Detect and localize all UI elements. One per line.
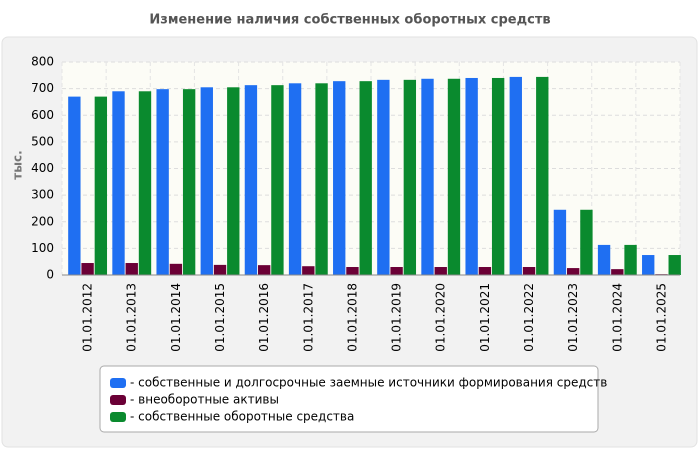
x-tick-label: 01.01.2021 [478, 283, 492, 352]
bar [403, 79, 417, 276]
legend-box [99, 365, 599, 433]
bar [465, 77, 478, 275]
bar [68, 96, 81, 275]
x-tick-label: 01.01.2025 [654, 283, 668, 352]
bar [668, 255, 681, 275]
y-tick-label: 800 [31, 55, 54, 69]
y-tick-label: 700 [31, 81, 54, 95]
x-tick-label: 01.01.2019 [390, 283, 404, 352]
bar [346, 267, 359, 275]
x-tick-label: 01.01.2023 [566, 283, 580, 352]
bar [112, 91, 125, 275]
x-tick-label: 01.01.2024 [610, 283, 624, 352]
bar [315, 83, 328, 275]
y-tick-label: 0 [46, 268, 54, 282]
bar [553, 209, 567, 275]
x-tick-label: 01.01.2017 [301, 283, 315, 352]
legend-label: - собственные и долгосрочные заемные ист… [130, 376, 607, 390]
bar [421, 78, 434, 276]
bar [169, 263, 183, 275]
bar [182, 89, 196, 275]
x-tick-label: 01.01.2015 [213, 283, 227, 352]
bar [81, 263, 94, 275]
bar [156, 89, 169, 275]
legend-swatch [110, 378, 126, 388]
bar [138, 91, 152, 275]
bar [94, 96, 108, 275]
bar [580, 209, 593, 275]
x-tick-label: 01.01.2022 [522, 283, 536, 352]
bar [536, 76, 549, 275]
bar [597, 244, 611, 275]
x-tick-label: 01.01.2020 [434, 283, 448, 352]
bar [611, 269, 624, 275]
bar [257, 265, 271, 275]
y-tick-label: 300 [31, 188, 54, 202]
y-tick-label: 600 [31, 108, 54, 122]
bar [509, 76, 522, 275]
y-axis-label: тыс. [11, 150, 25, 179]
bar [377, 79, 390, 276]
legend-label: - собственные оборотные средства [130, 410, 354, 424]
bar [566, 268, 580, 275]
legend-label: - внеоборотные активы [130, 393, 279, 407]
x-tick-label: 01.01.2014 [169, 283, 183, 352]
bar [244, 85, 258, 275]
legend: - собственные и долгосрочные заемные ист… [99, 365, 607, 433]
bar [213, 264, 227, 275]
legend-swatch [110, 412, 126, 422]
bar [288, 83, 302, 275]
bar [359, 81, 372, 275]
y-tick-label: 400 [31, 161, 54, 175]
bar [491, 77, 505, 275]
bar [390, 267, 403, 275]
y-tick-label: 500 [31, 134, 54, 148]
legend-swatch [110, 395, 126, 405]
bar [271, 85, 284, 275]
bar [447, 78, 461, 276]
chart-title: Изменение наличия собственных оборотных … [149, 13, 550, 28]
y-tick-label: 100 [31, 241, 54, 255]
bar [478, 267, 492, 275]
bar [624, 244, 637, 275]
x-tick-label: 01.01.2013 [125, 283, 139, 352]
bar [302, 266, 315, 275]
y-tick-label: 200 [31, 214, 54, 228]
bar [125, 263, 138, 275]
x-tick-label: 01.01.2016 [257, 283, 271, 352]
x-tick-label: 01.01.2012 [81, 283, 95, 352]
bar [227, 87, 240, 275]
bar [200, 87, 213, 275]
bar [434, 267, 447, 275]
bar [333, 81, 346, 275]
x-tick-label: 01.01.2018 [345, 283, 359, 352]
bar [642, 255, 655, 275]
bar [522, 267, 536, 275]
